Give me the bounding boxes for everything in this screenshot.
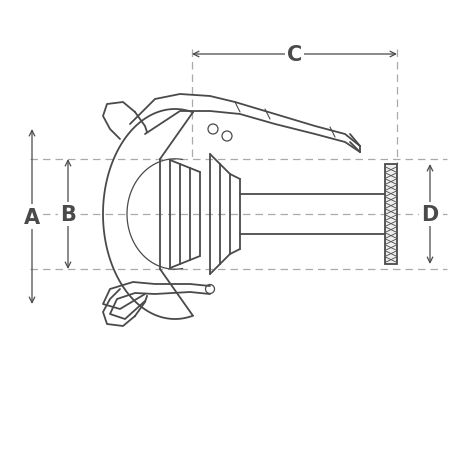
Text: C: C [286, 45, 302, 65]
Text: A: A [24, 207, 40, 227]
Text: D: D [420, 205, 438, 224]
Bar [384, 165, 396, 264]
Text: B: B [60, 205, 76, 224]
